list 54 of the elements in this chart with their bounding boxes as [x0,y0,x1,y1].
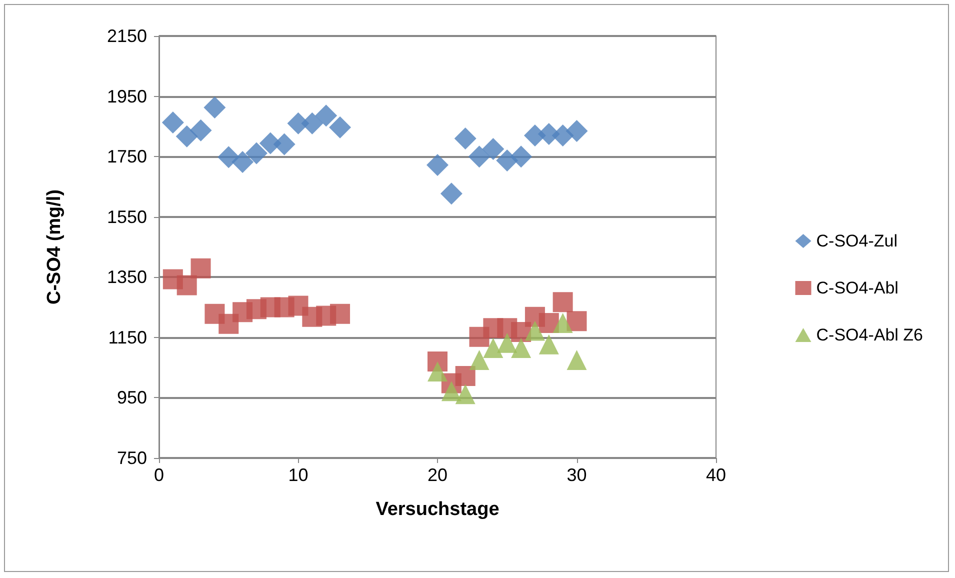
point [218,146,240,168]
y-tick-label: 750 [116,448,147,468]
point [232,150,254,173]
legend-label: C-SO4-Abl [816,278,898,298]
point [497,332,518,353]
point [190,119,212,142]
y-tick-label: 1950 [106,86,147,106]
point [468,146,490,168]
point [483,338,504,358]
point [301,112,324,134]
point [428,361,448,382]
x-tick-label: 20 [427,465,448,485]
point [524,320,545,341]
legend-label: C-SO4-Abl Z6 [816,326,923,344]
y-tick-label: 1350 [106,267,147,288]
y-tick-label: 1750 [106,146,147,167]
point [441,381,462,402]
point [176,275,197,296]
y-axis-title: C-SO4 (mg/l) [44,189,65,305]
x-tick-label: 30 [566,465,587,485]
point [329,116,352,138]
point [469,350,490,370]
y-tick-label: 1150 [108,327,147,348]
x-tick-label: 0 [154,465,164,485]
point [552,124,574,146]
point [566,311,587,332]
point [273,133,296,156]
point [511,338,532,358]
point [330,304,350,324]
point [455,366,476,386]
point [482,138,504,160]
point [538,334,559,354]
point [454,127,476,150]
point [176,125,198,148]
point [315,104,338,127]
y-tick-label: 950 [116,388,147,408]
x-axis-title: Versuchstage [376,499,500,520]
x-tick-label: 40 [706,465,726,485]
legend-label: C-SO4-Zul [816,232,898,250]
y-tick-label: 1550 [106,206,147,227]
point [204,96,226,118]
point [510,146,532,168]
point [455,384,476,404]
point [552,312,573,333]
point [440,182,462,205]
point [245,142,268,164]
point [566,350,587,370]
point [566,120,588,142]
y-tick-label: 2150 [106,26,147,46]
point [426,154,448,176]
x-tick-label: 10 [288,465,308,485]
point [190,258,211,278]
point [162,112,184,134]
point [552,292,573,312]
